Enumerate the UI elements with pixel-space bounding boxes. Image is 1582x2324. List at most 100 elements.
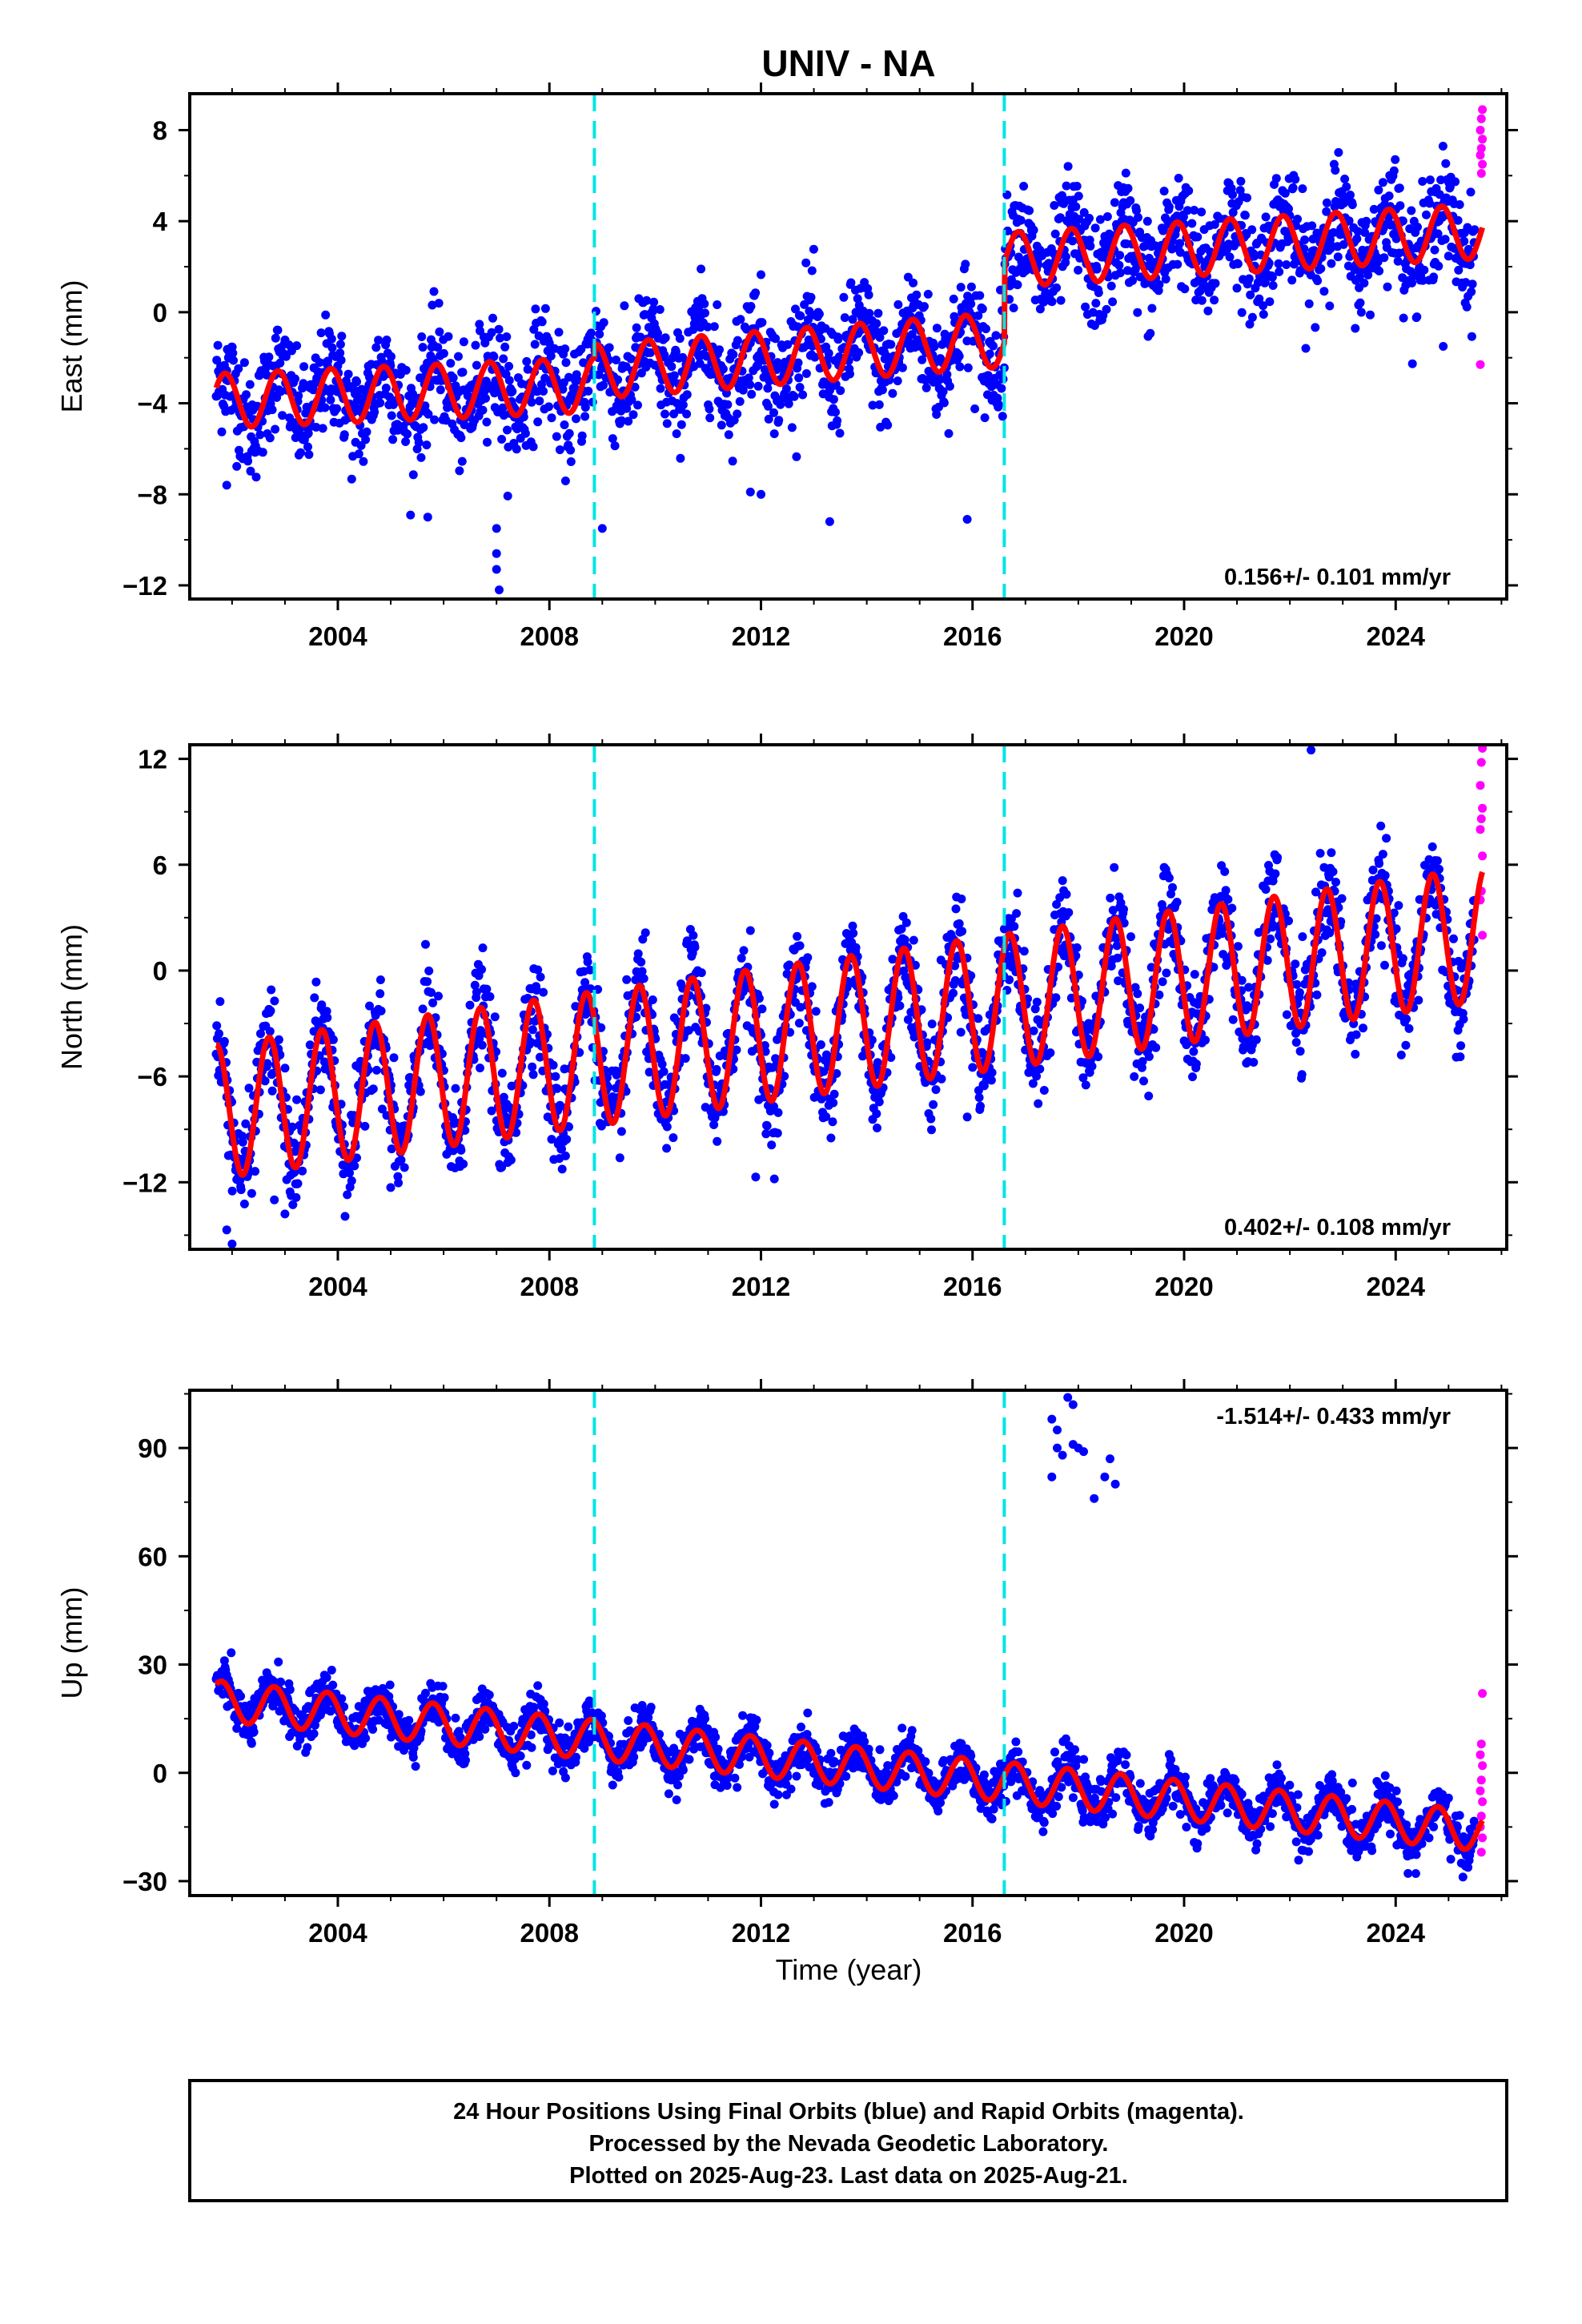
east-point (315, 358, 324, 368)
east-point (1268, 281, 1278, 290)
east-point (213, 340, 223, 350)
north-xtick-label: 2024 (1367, 1272, 1426, 1301)
east-point (1418, 177, 1427, 186)
east-xtick-label: 2020 (1154, 621, 1213, 651)
east-point (370, 408, 379, 416)
east-point (1210, 219, 1219, 229)
east-point (1029, 225, 1038, 235)
east-point (457, 456, 467, 466)
east-point (1399, 313, 1408, 323)
east-xtick-label: 2004 (308, 621, 367, 651)
north-point (536, 972, 545, 982)
east-point (982, 324, 990, 334)
north-rapid-point (1476, 758, 1486, 767)
east-point (763, 384, 773, 393)
east-point (753, 360, 762, 370)
east-point (789, 392, 799, 401)
north-point (633, 949, 643, 959)
north-point (347, 1176, 356, 1185)
east-point (303, 442, 312, 452)
north-point (895, 1001, 905, 1011)
east-point (544, 402, 553, 412)
east-point (572, 414, 580, 424)
east-point (1114, 260, 1124, 270)
east-point (994, 400, 1003, 409)
east-ytick-label: −12 (122, 571, 167, 601)
east-point (558, 384, 568, 394)
north-point (266, 1006, 275, 1015)
east-point (1355, 298, 1365, 308)
east-point (242, 390, 251, 400)
east-rapid-point (1476, 114, 1486, 123)
north-point (350, 1161, 359, 1171)
east-point (1134, 213, 1142, 222)
north-point (1220, 866, 1230, 876)
north-point (490, 1012, 500, 1022)
east-point (1291, 175, 1300, 184)
north-point (1295, 1047, 1305, 1056)
east-point (1340, 175, 1350, 183)
east-point (497, 435, 507, 444)
east-point (1071, 202, 1081, 211)
east-point (1019, 182, 1029, 191)
north-point (328, 1035, 338, 1044)
east-point (677, 420, 686, 429)
east-point (1468, 279, 1477, 289)
north-point (950, 961, 960, 971)
north-point (323, 1013, 332, 1023)
east-point (709, 322, 719, 332)
east-point (375, 398, 385, 408)
east-point (1298, 184, 1307, 194)
north-point (1087, 1062, 1097, 1071)
east-point (1351, 324, 1360, 333)
north-point (976, 1101, 985, 1111)
north-ylabel: North (mm) (55, 924, 88, 1070)
east-point (978, 304, 987, 314)
north-xtick-label: 2004 (308, 1272, 367, 1301)
east-point (622, 404, 632, 413)
north-rapid-point (1476, 825, 1485, 834)
east-point (448, 373, 458, 383)
north-ytick-label: 6 (153, 850, 167, 880)
east-point (873, 308, 883, 318)
north-point (212, 1021, 222, 1031)
north-point (811, 1007, 821, 1016)
north-point (560, 1151, 570, 1160)
east-rapid-point (1478, 135, 1488, 144)
north-point (1227, 903, 1237, 913)
east-point (456, 433, 466, 443)
east-point (564, 372, 573, 382)
north-point (1051, 993, 1061, 1003)
north-point (451, 1084, 460, 1093)
north-point (360, 1121, 370, 1131)
up-point (309, 1729, 319, 1739)
north-point (528, 1025, 537, 1035)
east-point (616, 416, 626, 425)
north-point (737, 954, 746, 963)
north-point (1427, 842, 1437, 851)
east-point (1304, 299, 1314, 308)
east-point (584, 386, 593, 396)
east-point (564, 428, 574, 438)
north-point (1106, 893, 1115, 903)
east-point (736, 315, 745, 324)
north-point (1228, 1015, 1238, 1024)
east-point (613, 375, 623, 384)
north-xtick-label: 2020 (1154, 1272, 1213, 1301)
north-point (1459, 1015, 1468, 1024)
north-point (1223, 895, 1233, 904)
east-point (258, 448, 267, 457)
north-point (1130, 1072, 1139, 1081)
east-point (1313, 276, 1323, 286)
east-point (1228, 207, 1238, 217)
east-point (963, 363, 973, 372)
east-point (672, 429, 681, 439)
east-outlier-point (492, 565, 501, 574)
east-point (1326, 235, 1335, 244)
north-rate-label: 0.402+/- 0.108 mm/yr (1224, 1215, 1451, 1240)
figure-title: UNIV - NA (761, 42, 935, 84)
east-point (1121, 168, 1130, 178)
east-point (888, 388, 897, 398)
north-point (1375, 858, 1384, 868)
east-outlier-point (1439, 342, 1448, 351)
